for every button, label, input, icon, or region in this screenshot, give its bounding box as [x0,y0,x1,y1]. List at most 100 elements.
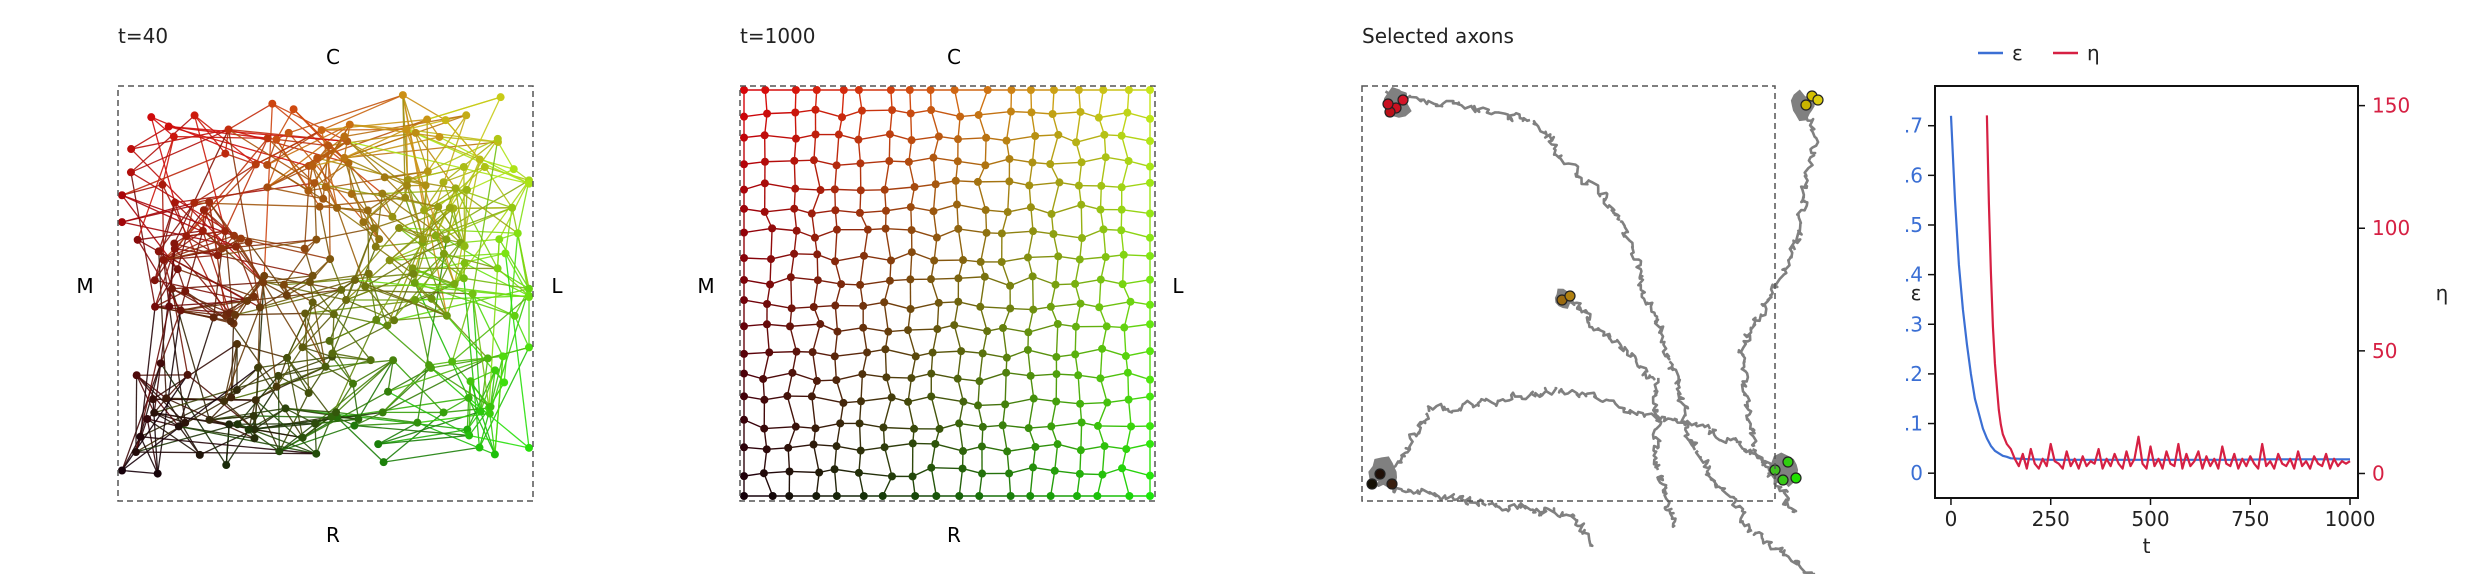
network-node [1146,275,1154,284]
axon-path [1656,474,1677,528]
network-node [906,109,915,118]
network-node [384,387,393,396]
network-node [761,86,770,94]
network-node [978,469,987,478]
network-node [1023,345,1032,354]
network-node [1077,418,1086,427]
network-edge [1121,208,1151,215]
network-node [831,301,840,310]
network-node [1146,178,1154,187]
network-edge [811,323,821,353]
network-edge [435,188,457,237]
y-left-tick-label: .7 [1904,114,1923,138]
network-edge [835,134,840,166]
network-node [904,157,913,166]
network-edge [304,248,314,276]
network-edge [794,112,797,139]
network-edge [392,359,445,413]
network-node [150,408,159,417]
legend-label: ε [2012,41,2023,65]
network-edge [1027,398,1035,429]
network-edge [908,156,934,163]
network-node [886,86,895,94]
network-edge [977,403,1006,407]
network-edge [312,301,335,315]
network-node [227,393,236,402]
network-edge [147,418,179,428]
network-node [333,203,342,212]
network-node [445,203,454,212]
network-edge [984,137,987,166]
network-node [880,185,889,194]
y-left-tick-label: .4 [1904,263,1923,287]
network-node [1055,178,1064,187]
network-node [790,249,799,258]
network-edge [393,273,414,321]
network-edge [1080,204,1083,239]
axon-path [1619,219,1671,361]
network-edge [1006,371,1031,377]
network-node [740,322,748,331]
network-node [250,425,259,434]
network-edge [286,357,333,418]
network-edge [930,278,940,304]
network-edge [910,302,939,310]
network-edge [859,210,887,214]
network-edge [978,89,989,116]
network-edge [130,128,229,173]
network-edge [1099,300,1131,308]
network-node [906,275,915,284]
legend-label: η [2087,41,2100,65]
network-edge [885,227,912,231]
label-top: C [947,45,961,69]
network-edge [346,140,426,186]
network-edge [137,239,182,311]
network-edge [1002,425,1008,452]
network-node [300,244,309,253]
network-node [930,256,939,265]
network-node [812,86,821,94]
panel-title: t=40 [118,24,169,48]
network-edge [834,331,839,357]
network-node [811,105,820,114]
x-tick-label: 1000 [2325,507,2376,531]
network-edge [345,227,375,301]
network-edge [1121,467,1151,477]
network-node [500,378,509,387]
network-edge [1121,254,1125,285]
network-edge [336,417,385,463]
network-edge [309,273,369,283]
network-node [1054,130,1063,139]
network-edge [769,259,772,285]
network-node [834,130,843,139]
network-node [1003,208,1012,217]
network-node [395,223,404,232]
network-edge [463,166,466,247]
network-node [740,296,748,305]
network-node [759,374,768,383]
network-node [1052,370,1061,379]
network-edge [743,257,772,260]
network-edge [335,411,418,424]
network-edge [489,413,496,455]
y-right-tick-label: 50 [2372,339,2397,363]
network-node [1094,113,1103,122]
network-edge [130,171,242,240]
network-edge [835,209,861,214]
network-node [783,392,792,401]
network-node [337,285,346,294]
network-node [176,306,185,315]
network-node [459,274,468,283]
network-node [740,392,748,401]
label-bottom: R [947,523,961,547]
network-node [195,450,204,459]
network-edge [131,128,229,150]
network-node [340,153,349,162]
network-node [1047,422,1056,431]
network-node [1124,86,1133,94]
network-node [480,163,489,172]
network-edge [225,315,278,388]
network-node [1117,183,1126,192]
network-node [787,304,796,313]
network-edge [283,284,327,368]
